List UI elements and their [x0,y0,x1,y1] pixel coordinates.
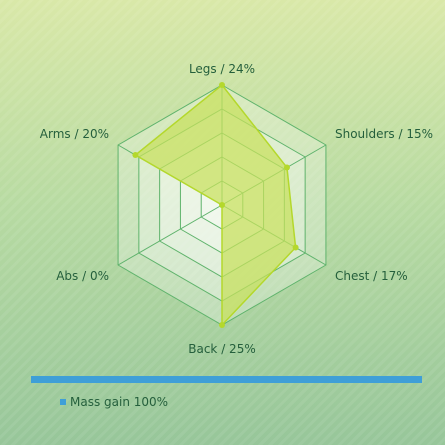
point-arms [132,152,139,158]
legend-label: Mass gain 100% [70,395,169,409]
point-back [219,322,225,328]
point-chest [292,244,299,251]
point-shoulders [283,164,290,171]
axis-labels: Legs / 24% Shoulders / 15% Chest / 17% Back… [40,62,433,356]
axis-label-legs: Legs / 24% [189,62,255,76]
axis-label-arms: Arms / 20% [40,127,109,141]
point-abs [219,202,225,208]
point-legs [219,82,225,88]
axis-label-shoulders: Shoulders / 15% [335,127,433,141]
axis-label-abs: Abs / 0% [56,269,109,283]
axis-label-back: Back / 25% [188,342,255,356]
legend: Mass gain 100% [60,395,168,409]
series-points [132,82,299,328]
axis-label-chest: Chest / 17% [335,269,408,283]
accent-bar [31,376,422,383]
legend-swatch [60,399,66,405]
spoke-abs [117,204,223,266]
